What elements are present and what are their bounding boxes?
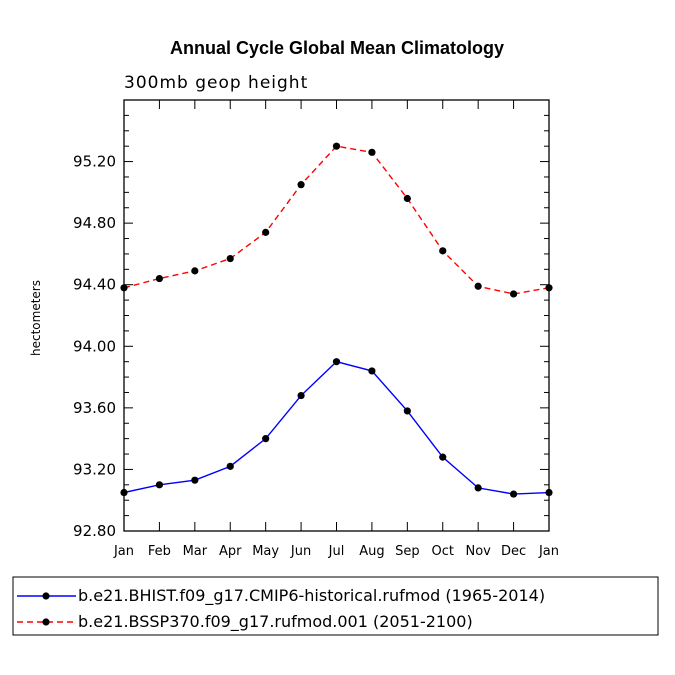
y-tick-label: 93.20	[73, 460, 116, 478]
data-point-1	[297, 181, 305, 189]
data-point-0	[403, 407, 411, 415]
x-tick-label: Mar	[183, 544, 208, 559]
x-tick-label: Jul	[328, 544, 345, 559]
data-point-1	[155, 274, 164, 283]
x-tick-label: Jan	[113, 544, 134, 559]
x-tick-label: Dec	[501, 544, 526, 559]
x-tick-label: Feb	[148, 544, 171, 559]
legend: b.e21.BHIST.f09_g17.CMIP6-historical.ruf…	[12, 576, 659, 636]
legend-label-ssp370: b.e21.BSSP370.f09_g17.rufmod.001 (2051-2…	[78, 612, 473, 632]
legend-box	[12, 576, 659, 636]
series-line-0	[123, 360, 550, 495]
y-axis-title: hectometers	[29, 280, 43, 356]
plot-frame	[123, 99, 550, 532]
legend-marks	[17, 592, 76, 626]
x-tick-labels: Jan Feb Mar Apr May Jun Jul Aug Sep Oct Nov Dec Jan	[113, 544, 559, 559]
chart-subtitle: 300mb geop height	[124, 73, 308, 93]
x-tick-label: Oct	[432, 544, 454, 559]
legend-marker-0	[42, 592, 50, 600]
data-point-0	[262, 435, 270, 443]
data-point-0	[191, 476, 199, 484]
data-point-0	[332, 358, 341, 366]
series-line-1	[123, 145, 550, 295]
x-tick-label: Nov	[465, 544, 491, 559]
data-point-1	[403, 194, 411, 203]
y-tick-label: 94.00	[73, 337, 116, 355]
x-tick-label: Jan	[538, 544, 559, 559]
y-tick-label: 92.80	[73, 522, 116, 540]
data-point-1	[226, 254, 234, 263]
data-point-1	[368, 148, 376, 156]
data-point-1	[332, 142, 341, 150]
x-tick-label: May	[252, 544, 279, 559]
y-tick-label: 95.20	[73, 153, 116, 171]
data-point-0	[297, 391, 305, 400]
axis-ticks	[123, 99, 550, 532]
y-tick-labels: 92.80 93.20 93.60 94.00 94.40 94.80 95.20	[73, 153, 116, 540]
data-point-0	[474, 484, 482, 492]
y-tick-label: 94.80	[73, 214, 116, 232]
y-tick-label: 93.60	[73, 399, 116, 417]
y-tick-label: 94.40	[73, 276, 116, 294]
x-tick-label: Jun	[290, 544, 311, 559]
x-tick-label: Aug	[359, 544, 384, 559]
data-point-0	[155, 481, 164, 489]
legend-label-historical: b.e21.BHIST.f09_g17.CMIP6-historical.ruf…	[78, 586, 545, 606]
data-point-1	[439, 247, 447, 255]
data-point-0	[509, 490, 518, 498]
data-point-1	[474, 282, 482, 290]
data-point-1	[191, 267, 199, 275]
chart-title: Annual Cycle Global Mean Climatology	[170, 38, 504, 58]
x-tick-label: Sep	[395, 544, 420, 559]
data-point-0	[439, 453, 447, 461]
x-tick-label: Apr	[219, 544, 242, 559]
data-point-1	[509, 290, 518, 298]
legend-marker-1	[42, 618, 50, 626]
data-point-1	[262, 228, 270, 236]
data-point-0	[368, 367, 376, 375]
data-point-0	[226, 462, 234, 470]
series-group	[120, 142, 553, 498]
